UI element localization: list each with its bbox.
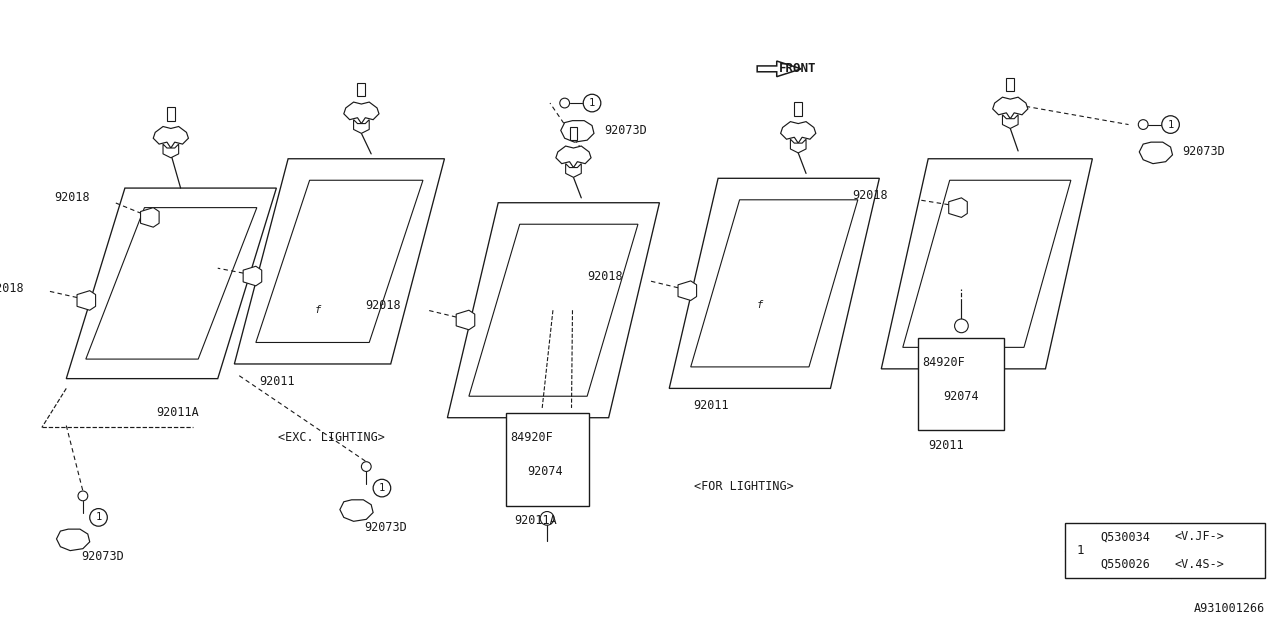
Polygon shape bbox=[67, 188, 276, 379]
Circle shape bbox=[78, 491, 88, 500]
Text: 92011: 92011 bbox=[928, 438, 964, 452]
Polygon shape bbox=[882, 159, 1092, 369]
Text: 92018: 92018 bbox=[588, 269, 623, 282]
Polygon shape bbox=[669, 179, 879, 388]
Text: 92018: 92018 bbox=[365, 299, 401, 312]
Text: <EXC. LIGHTING>: <EXC. LIGHTING> bbox=[278, 431, 385, 444]
Polygon shape bbox=[678, 281, 696, 300]
Text: 84920F: 84920F bbox=[923, 356, 965, 369]
Polygon shape bbox=[1139, 142, 1172, 164]
Polygon shape bbox=[86, 207, 257, 359]
Circle shape bbox=[361, 461, 371, 472]
Polygon shape bbox=[456, 310, 475, 330]
Polygon shape bbox=[902, 180, 1071, 348]
Text: f: f bbox=[756, 300, 763, 310]
Polygon shape bbox=[234, 159, 444, 364]
Polygon shape bbox=[256, 180, 422, 342]
Circle shape bbox=[584, 94, 600, 112]
Text: 1: 1 bbox=[589, 98, 595, 108]
Text: 1: 1 bbox=[1076, 544, 1084, 557]
Polygon shape bbox=[791, 140, 806, 153]
Polygon shape bbox=[561, 121, 594, 142]
Circle shape bbox=[1162, 116, 1179, 133]
Polygon shape bbox=[948, 198, 968, 218]
Bar bbox=[1065, 524, 1266, 578]
Polygon shape bbox=[566, 164, 581, 177]
Text: 92073D: 92073D bbox=[81, 550, 124, 563]
Text: 92018: 92018 bbox=[55, 191, 90, 204]
Text: 1: 1 bbox=[379, 483, 385, 493]
Text: 92018: 92018 bbox=[0, 282, 24, 295]
Polygon shape bbox=[141, 207, 159, 227]
Polygon shape bbox=[781, 122, 815, 143]
Text: 1: 1 bbox=[96, 513, 101, 522]
Bar bbox=[166, 107, 175, 121]
Bar bbox=[570, 127, 577, 140]
Text: 84920F: 84920F bbox=[509, 431, 553, 444]
Polygon shape bbox=[340, 500, 374, 522]
Polygon shape bbox=[993, 97, 1028, 118]
Polygon shape bbox=[344, 102, 379, 124]
Polygon shape bbox=[468, 224, 637, 396]
Text: f: f bbox=[315, 305, 320, 316]
Polygon shape bbox=[1002, 115, 1018, 129]
Text: 92011A: 92011A bbox=[156, 406, 198, 419]
Text: Q530034: Q530034 bbox=[1101, 531, 1149, 543]
Text: 92073D: 92073D bbox=[1183, 145, 1225, 159]
Circle shape bbox=[374, 479, 390, 497]
Polygon shape bbox=[243, 266, 261, 286]
Bar bbox=[795, 102, 803, 116]
Text: <FOR LIGHTING>: <FOR LIGHTING> bbox=[694, 479, 794, 493]
Text: A931001266: A931001266 bbox=[1194, 602, 1266, 615]
Polygon shape bbox=[353, 120, 369, 133]
Text: 92011A: 92011A bbox=[513, 514, 557, 527]
Bar bbox=[1006, 77, 1014, 92]
Text: 92073D: 92073D bbox=[604, 124, 646, 137]
Polygon shape bbox=[154, 127, 188, 148]
Text: Q550026: Q550026 bbox=[1101, 558, 1149, 571]
Polygon shape bbox=[448, 203, 659, 418]
Bar bbox=[919, 337, 1005, 431]
Text: FRONT: FRONT bbox=[778, 62, 817, 76]
Circle shape bbox=[1138, 120, 1148, 129]
Circle shape bbox=[955, 319, 968, 333]
Text: 1: 1 bbox=[1167, 120, 1174, 129]
Circle shape bbox=[559, 98, 570, 108]
Bar bbox=[357, 83, 365, 96]
Text: 92074: 92074 bbox=[527, 465, 563, 478]
Polygon shape bbox=[163, 144, 179, 158]
Bar bbox=[506, 413, 589, 506]
Polygon shape bbox=[56, 529, 90, 550]
Circle shape bbox=[540, 511, 554, 525]
Text: 92074: 92074 bbox=[943, 390, 978, 403]
Text: <V.JF->: <V.JF-> bbox=[1175, 531, 1225, 543]
Polygon shape bbox=[77, 291, 96, 310]
Text: <V.4S->: <V.4S-> bbox=[1175, 558, 1225, 571]
Polygon shape bbox=[556, 146, 591, 168]
Circle shape bbox=[1069, 539, 1092, 563]
Circle shape bbox=[90, 509, 108, 526]
Polygon shape bbox=[691, 200, 858, 367]
Text: 92073D: 92073D bbox=[365, 521, 407, 534]
Text: 92011: 92011 bbox=[259, 375, 294, 388]
Text: 92011: 92011 bbox=[694, 399, 730, 413]
Text: 92018: 92018 bbox=[852, 189, 887, 202]
Polygon shape bbox=[758, 61, 801, 77]
